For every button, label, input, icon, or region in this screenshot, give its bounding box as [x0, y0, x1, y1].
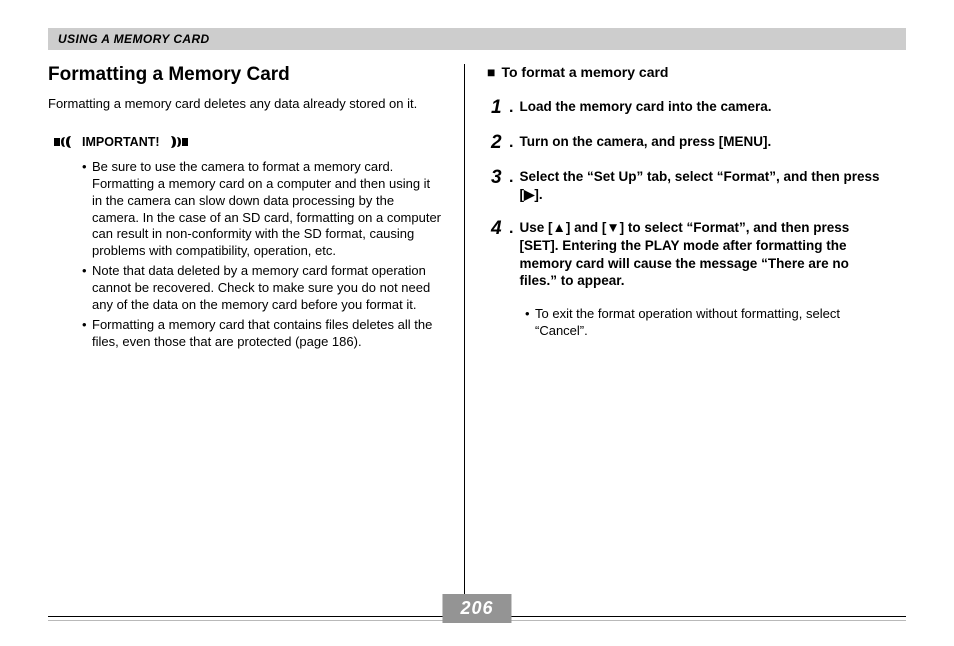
bullet-item: Note that data deleted by a memory card … — [82, 263, 442, 314]
left-column: Formatting a Memory Card Formatting a me… — [48, 64, 454, 594]
two-column-layout: Formatting a Memory Card Formatting a me… — [48, 64, 906, 594]
column-divider — [464, 64, 465, 604]
steps-list: 1. Load the memory card into the camera.… — [491, 98, 881, 290]
bullet-item: Be sure to use the camera to format a me… — [82, 159, 442, 260]
sound-right-icon — [54, 136, 78, 148]
step-text: Select the “Set Up” tab, select “Format”… — [519, 168, 881, 203]
step-number: 4 — [491, 219, 509, 238]
bullet-item: Formatting a memory card that contains f… — [82, 317, 442, 351]
page-number-badge: 206 — [442, 594, 511, 623]
step-sub-bullet-list: To exit the format operation without for… — [525, 306, 881, 340]
intro-paragraph: Formatting a memory card deletes any dat… — [48, 96, 442, 113]
step-dot: . — [509, 168, 519, 187]
subheading-text: To format a memory card — [501, 64, 668, 80]
page-title: Formatting a Memory Card — [48, 64, 442, 86]
subheading-row: ■ To format a memory card — [487, 64, 881, 80]
step-dot: . — [509, 219, 519, 238]
step-text: Use [▲] and [▼] to select “Format”, and … — [519, 219, 881, 289]
sound-left-icon — [164, 136, 188, 148]
important-label: IMPORTANT! — [82, 135, 160, 149]
right-column: ■ To format a memory card 1. Load the me… — [475, 64, 881, 594]
footer-rules: 206 — [48, 596, 906, 624]
section-header-text: USING A MEMORY CARD — [58, 32, 210, 46]
step-dot: . — [509, 133, 519, 152]
step-number: 3 — [491, 168, 509, 187]
step-dot: . — [509, 98, 519, 117]
square-bullet-icon: ■ — [487, 64, 495, 80]
bullet-item: To exit the format operation without for… — [525, 306, 881, 340]
page: USING A MEMORY CARD Formatting a Memory … — [0, 0, 954, 646]
step-item: 1. Load the memory card into the camera. — [491, 98, 881, 117]
step-number: 1 — [491, 98, 509, 117]
step-text: Load the memory card into the camera. — [519, 98, 881, 116]
step-item: 2. Turn on the camera, and press [MENU]. — [491, 133, 881, 152]
page-footer: 206 — [48, 596, 906, 624]
step-text: Turn on the camera, and press [MENU]. — [519, 133, 881, 151]
step-item: 3. Select the “Set Up” tab, select “Form… — [491, 168, 881, 203]
important-bullet-list: Be sure to use the camera to format a me… — [82, 159, 442, 351]
important-heading: IMPORTANT! — [54, 135, 442, 149]
section-header-bar: USING A MEMORY CARD — [48, 28, 906, 50]
step-item: 4. Use [▲] and [▼] to select “Format”, a… — [491, 219, 881, 289]
step-number: 2 — [491, 133, 509, 152]
